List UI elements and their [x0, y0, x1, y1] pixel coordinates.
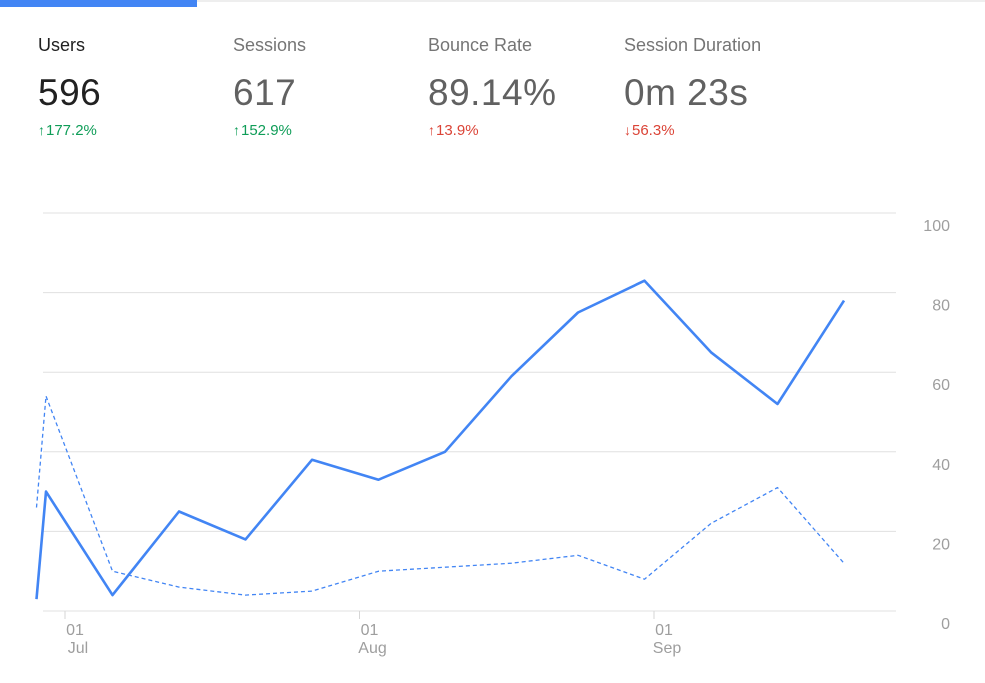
metric-delta: ↓56.3%	[624, 122, 675, 139]
metric-value: 596	[38, 72, 102, 113]
metric-delta-value: 177.2%	[46, 122, 97, 139]
active-metric-indicator	[0, 0, 197, 7]
metric-label: Users	[38, 35, 86, 55]
metric-label: Bounce Rate	[428, 35, 533, 55]
metric-tab-bounce-rate[interactable]: Bounce Rate 89.14% ↑13.9%	[428, 0, 608, 160]
metric-delta-value: 152.9%	[241, 122, 292, 139]
metric-delta-value: 13.9%	[436, 122, 479, 139]
arrow-up-icon: ↑	[38, 122, 45, 138]
metric-delta-value: 56.3%	[632, 122, 675, 139]
metric-delta: ↑13.9%	[428, 122, 479, 139]
arrow-up-icon: ↑	[428, 122, 435, 138]
y-tick-label: 0	[941, 616, 950, 633]
y-tick-label: 60	[932, 377, 950, 394]
x-tick-label-day: 01	[66, 622, 84, 639]
y-tick-label: 80	[932, 298, 950, 315]
metric-delta: ↑177.2%	[38, 122, 97, 139]
arrow-down-icon: ↓	[624, 122, 631, 138]
metric-tab-users[interactable]: Users 596 ↑177.2%	[38, 0, 218, 160]
series-line-comparison	[35, 395, 845, 596]
x-tick-label-day: 01	[655, 622, 673, 639]
x-tick-label-month: Aug	[358, 640, 386, 657]
y-tick-label: 20	[932, 536, 950, 553]
metric-tab-sessions[interactable]: Sessions 617 ↑152.9%	[233, 0, 413, 160]
metric-label: Sessions	[233, 35, 307, 55]
y-tick-label: 100	[923, 218, 950, 235]
metric-value: 617	[233, 72, 297, 113]
metric-tab-session-duration[interactable]: Session Duration 0m 23s ↓56.3%	[624, 0, 824, 160]
series-line-current	[35, 279, 846, 600]
arrow-up-icon: ↑	[233, 122, 240, 138]
y-tick-label: 40	[932, 457, 950, 474]
top-divider	[0, 0, 985, 2]
x-tick-label-month: Jul	[68, 640, 88, 657]
metric-tabs: Users 596 ↑177.2% Sessions 617 ↑152.9% B…	[0, 0, 985, 160]
metric-label: Session Duration	[624, 35, 762, 55]
x-tick-label-month: Sep	[653, 640, 682, 657]
metric-delta: ↑152.9%	[233, 122, 292, 139]
x-tick-label-day: 01	[361, 622, 379, 639]
metric-value: 0m 23s	[624, 72, 749, 113]
metric-value: 89.14%	[428, 72, 557, 113]
